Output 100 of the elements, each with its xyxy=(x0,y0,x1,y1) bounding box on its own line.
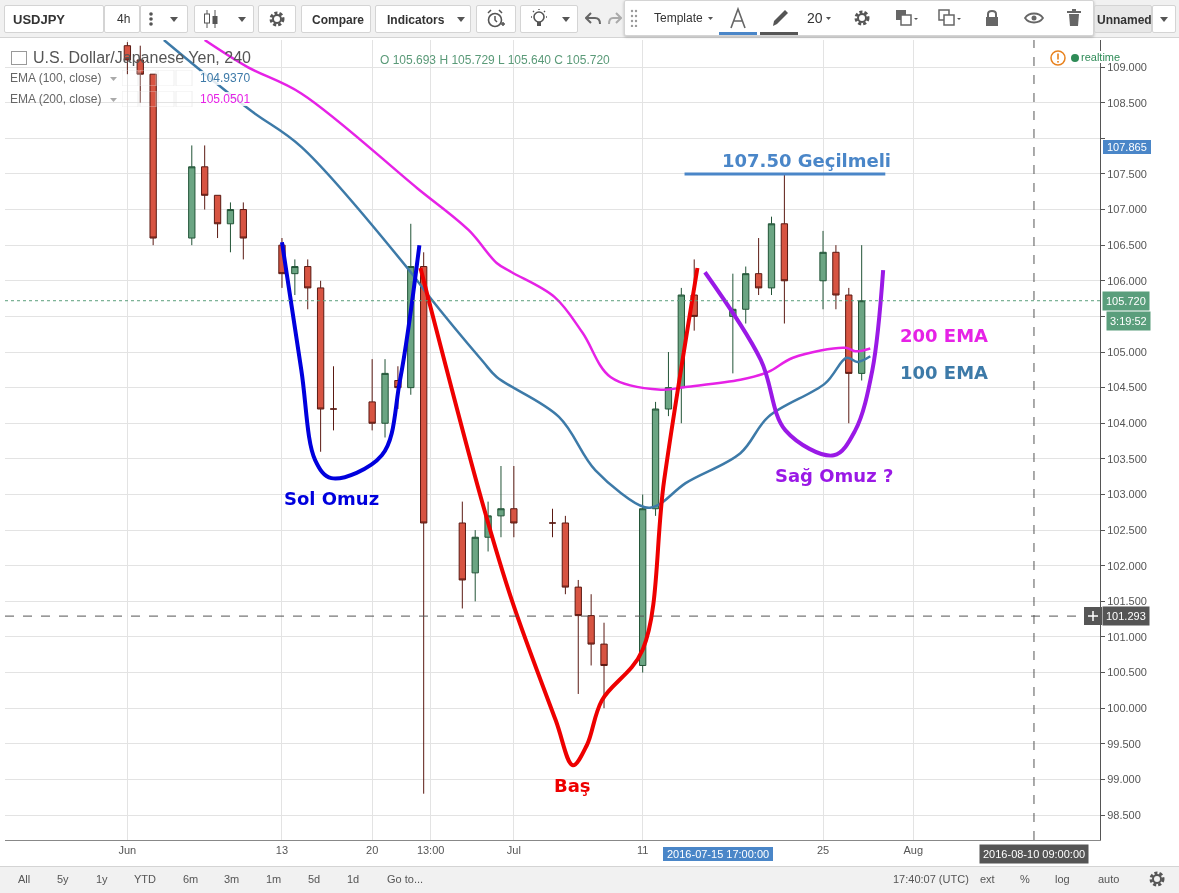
candlestick xyxy=(548,508,557,538)
text: Indicators xyxy=(387,13,445,27)
y-tick-label: 108.500 xyxy=(1107,96,1147,109)
text: 1m xyxy=(266,873,282,885)
candlestick xyxy=(819,230,827,310)
candlestick xyxy=(858,244,866,382)
annotation: EMA (100, close) xyxy=(10,71,102,85)
candlestick xyxy=(381,358,389,439)
series-label: 100 EMA xyxy=(900,362,989,383)
annotation: O 105.693 H 105.729 L 105.640 C 105.720 xyxy=(380,53,610,67)
series-label: 107.50 Geçilmeli xyxy=(722,150,892,171)
y-tick-label: 100.000 xyxy=(1107,702,1147,715)
y-tick-label: 99.500 xyxy=(1107,737,1141,750)
y-tick-label: 103.500 xyxy=(1107,452,1147,465)
candlestick xyxy=(316,280,325,453)
text: 6m xyxy=(183,873,199,885)
y-tick-label: 101.000 xyxy=(1107,630,1147,643)
text: % xyxy=(1020,873,1030,885)
candlestick xyxy=(201,144,209,211)
text: 107.865 xyxy=(1103,140,1151,154)
candlestick xyxy=(213,194,222,239)
y-tick-label: 107.500 xyxy=(1107,167,1147,180)
x-tick-label: Aug xyxy=(903,844,923,857)
line-series xyxy=(279,240,422,481)
text: log xyxy=(1055,873,1070,885)
text: 17:40:07 (UTC) xyxy=(893,873,969,885)
candlestick xyxy=(845,287,853,424)
candlestick xyxy=(754,237,763,296)
y-tick-label: 106.000 xyxy=(1107,274,1147,287)
candlestick xyxy=(832,244,840,310)
x-tick-label: Jul xyxy=(506,844,521,857)
candlestick xyxy=(510,465,518,538)
series-label: Sol Omuz xyxy=(284,488,380,509)
x-tick-label: 13 xyxy=(275,844,289,857)
text: 3:19:52 xyxy=(1110,315,1147,327)
annotation: 105.0501 xyxy=(200,92,251,106)
x-tick-label: 20 xyxy=(366,844,379,857)
candlestick xyxy=(149,73,157,246)
text: Unnamed xyxy=(1097,13,1152,27)
x-tick-label: Jun xyxy=(118,844,137,857)
candlestick xyxy=(664,351,673,417)
y-tick-label: 102.500 xyxy=(1107,523,1147,536)
candlestick xyxy=(497,465,505,538)
ref-line-label: 101.293 xyxy=(1106,610,1146,622)
text: auto xyxy=(1098,873,1120,885)
y-tick-label: 104.500 xyxy=(1107,381,1147,394)
line-series xyxy=(418,265,700,768)
text: 1d xyxy=(347,873,360,885)
x-tick-label: 25 xyxy=(816,844,830,857)
text: USDJPY xyxy=(13,12,66,27)
text: Compare xyxy=(312,13,365,27)
candlestick xyxy=(767,216,776,296)
text: 4h xyxy=(117,12,131,26)
ref-line-label: 105.720 xyxy=(1106,295,1146,307)
candlestick xyxy=(188,144,196,246)
text: 5d xyxy=(308,873,321,885)
text: 2016-07-15 17:00:00 xyxy=(663,847,774,861)
y-tick-label: 101.500 xyxy=(1107,595,1147,608)
series-label: Baş xyxy=(554,775,591,796)
candlestick xyxy=(458,501,466,609)
y-tick-label: 102.000 xyxy=(1107,559,1147,572)
candlestick xyxy=(420,251,428,795)
candlestick xyxy=(329,365,338,431)
candlestick xyxy=(574,579,582,695)
candlestick xyxy=(587,593,595,666)
text: 3m xyxy=(224,873,240,885)
candlestick xyxy=(561,515,570,595)
annotation: realtime xyxy=(1081,51,1121,63)
text: 1y xyxy=(96,873,108,885)
text: All xyxy=(18,873,31,885)
y-tick-label: 100.500 xyxy=(1107,666,1147,679)
candlestick xyxy=(600,622,608,709)
candlestick xyxy=(742,266,750,325)
candlestick xyxy=(780,173,789,325)
text: 20 xyxy=(807,10,823,26)
text: ext xyxy=(980,873,995,885)
ref-line-label: 2016-08-10 09:00:00 xyxy=(983,848,1086,860)
candlestick xyxy=(291,258,299,296)
y-tick-label: 103.000 xyxy=(1107,488,1147,501)
candlestick xyxy=(226,201,235,253)
y-tick-label: 105.000 xyxy=(1107,345,1147,358)
y-tick-label: 104.000 xyxy=(1107,417,1147,430)
y-tick-label: 106.500 xyxy=(1107,239,1147,252)
candlestick xyxy=(239,201,247,260)
annotation: 104.9370 xyxy=(200,71,251,85)
candlestick xyxy=(304,258,312,310)
x-tick-label: 11 xyxy=(636,844,649,857)
candlestick xyxy=(471,529,479,602)
text: Template xyxy=(654,11,703,25)
text: 5y xyxy=(57,873,69,885)
series-label: 200 EMA xyxy=(900,325,989,346)
y-tick-label: 99.000 xyxy=(1107,773,1141,786)
candlestick xyxy=(368,358,376,431)
candlestick xyxy=(651,401,660,517)
line-series xyxy=(702,268,886,458)
text: Go to... xyxy=(387,873,424,885)
text: YTD xyxy=(134,873,156,885)
series-label: Sağ Omuz ? xyxy=(775,465,894,486)
annotation: EMA (200, close) xyxy=(10,92,102,106)
y-tick-label: 98.500 xyxy=(1107,808,1141,821)
